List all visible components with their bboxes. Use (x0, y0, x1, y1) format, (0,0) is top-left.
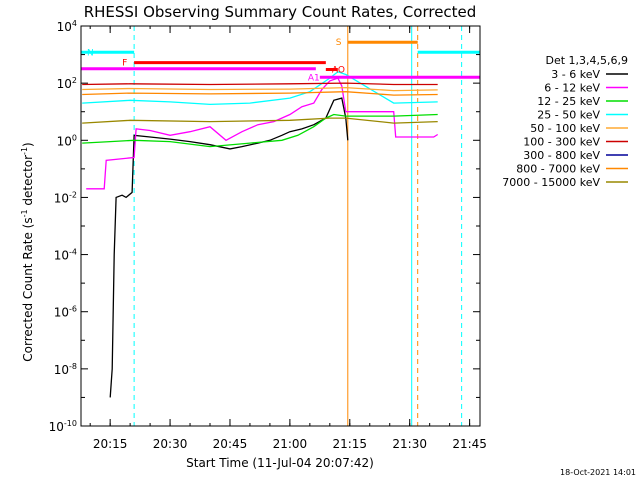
legend-label: 3 - 6 keV (551, 68, 600, 81)
y-axis-ticks: 104 102 100 10-2 10-4 10-6 10-8 10-10 (49, 19, 480, 434)
legend-label: 6 - 12 keV (544, 82, 600, 95)
plot-area: N F AO A1 S (80, 25, 481, 427)
series-line (82, 117, 438, 124)
y-tick-label: 10-6 (54, 305, 77, 320)
legend-label: 12 - 25 keV (537, 95, 600, 108)
flag-label: S (336, 38, 342, 48)
y-tick-label: 100 (57, 133, 77, 148)
x-tick-label: 21:15 (332, 437, 367, 451)
flag-label: AO (332, 66, 345, 76)
legend-label: 25 - 50 keV (537, 109, 600, 122)
x-tick-label: 21:45 (452, 437, 487, 451)
y-axis-label: Corrected Count Rate (s-1 detector-1) (20, 142, 35, 361)
flag-label: F (122, 59, 127, 69)
series-line (82, 113, 438, 148)
series-line (82, 86, 438, 92)
legend-label: 50 - 100 keV (530, 122, 600, 135)
y-tick-label: 102 (57, 76, 77, 91)
x-axis-ticks: 20:15 20:30 20:45 21:00 21:15 21:30 21:45 (89, 26, 487, 451)
y-tick-label: 10-8 (54, 362, 77, 377)
y-tick-label: 104 (57, 19, 77, 34)
x-axis-label: Start Time (11-Jul-04 20:07:42) (186, 456, 374, 470)
flag-label: A1 (308, 73, 320, 83)
x-tick-label: 21:30 (392, 437, 427, 451)
y-tick-label: 10-4 (54, 248, 77, 263)
x-tick-label: 20:30 (153, 437, 188, 451)
x-tick-label: 21:00 (273, 437, 308, 451)
flag-label: N (87, 48, 94, 58)
legend-label: 100 - 300 keV (523, 136, 600, 149)
legend-header: Det 1,3,4,5,6,9 (545, 54, 628, 67)
series-line (86, 77, 439, 190)
series-line (82, 91, 438, 96)
legend-label: 300 - 800 keV (523, 149, 600, 162)
series-line (82, 82, 438, 86)
x-tick-label: 20:45 (213, 437, 248, 451)
y-tick-label: 10-2 (54, 190, 77, 205)
plot-frame (80, 25, 481, 427)
y-tick-label: 10-10 (49, 419, 77, 434)
series-line (109, 97, 349, 398)
legend-label: 7000 - 15000 keV (502, 176, 600, 189)
timestamp: 18-Oct-2021 14:01 (560, 468, 636, 477)
legend-label: 800 - 7000 keV (516, 163, 600, 176)
series-line (82, 71, 438, 106)
chart-title: RHESSI Observing Summary Count Rates, Co… (84, 3, 477, 21)
x-tick-label: 20:15 (93, 437, 128, 451)
